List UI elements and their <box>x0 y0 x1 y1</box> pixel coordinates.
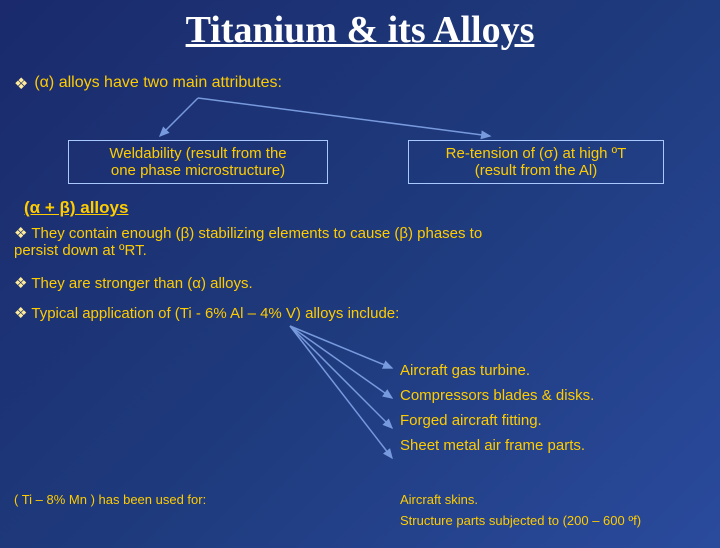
bullet-1-text: (α) alloys have two main attributes: <box>34 74 282 92</box>
list-item: Sheet metal air frame parts. <box>400 437 594 454</box>
box-right-line2: (result from the Al) <box>417 162 655 179</box>
bullet-line-4: ❖ Typical application of (Ti - 6% Al – 4… <box>14 304 399 322</box>
subheading-alpha-beta: (α + β) alloys <box>24 198 128 218</box>
bullet-diamond-icon: ❖ <box>14 275 27 292</box>
bullet-4-text: Typical application of (Ti - 6% Al – 4% … <box>31 305 399 322</box>
footer-list: Aircraft skins. Structure parts subjected… <box>400 492 641 534</box>
list-item: Aircraft gas turbine. <box>400 362 594 379</box>
list-item: Aircraft skins. <box>400 492 641 507</box>
list-item: Structure parts subjected to (200 – 600 … <box>400 513 641 528</box>
bullet-line-2: ❖ They contain enough (β) stabilizing el… <box>14 224 482 259</box>
box-right-line1: Re-tension of (σ) at high ºT <box>417 145 655 162</box>
box-left-line1: Weldability (result from the <box>77 145 319 162</box>
box-retension: Re-tension of (σ) at high ºT (result fro… <box>408 140 664 184</box>
bullet-diamond-icon: ❖ <box>14 74 28 94</box>
bullet-2-cont: persist down at ºRT. <box>14 242 147 259</box>
bullet-line-3: ❖ They are stronger than (α) alloys. <box>14 274 253 292</box>
list-item: Compressors blades & disks. <box>400 387 594 404</box>
list-item: Forged aircraft fitting. <box>400 412 594 429</box>
bullet-line-1: ❖ (α) alloys have two main attributes: <box>14 74 282 94</box>
box-weldability: Weldability (result from the one phase m… <box>68 140 328 184</box>
bullet-3-text: They are stronger than (α) alloys. <box>31 275 252 292</box>
bullet-diamond-icon: ❖ <box>14 225 27 242</box>
application-list: Aircraft gas turbine. Compressors blades … <box>400 362 594 462</box>
page-title: Titanium & its Alloys <box>0 8 720 52</box>
footer-left-text: ( Ti – 8% Mn ) has been used for: <box>14 492 206 507</box>
box-left-line2: one phase microstructure) <box>77 162 319 179</box>
bullet-2-text: They contain enough (β) stabilizing elem… <box>31 225 482 242</box>
bullet-diamond-icon: ❖ <box>14 305 27 322</box>
